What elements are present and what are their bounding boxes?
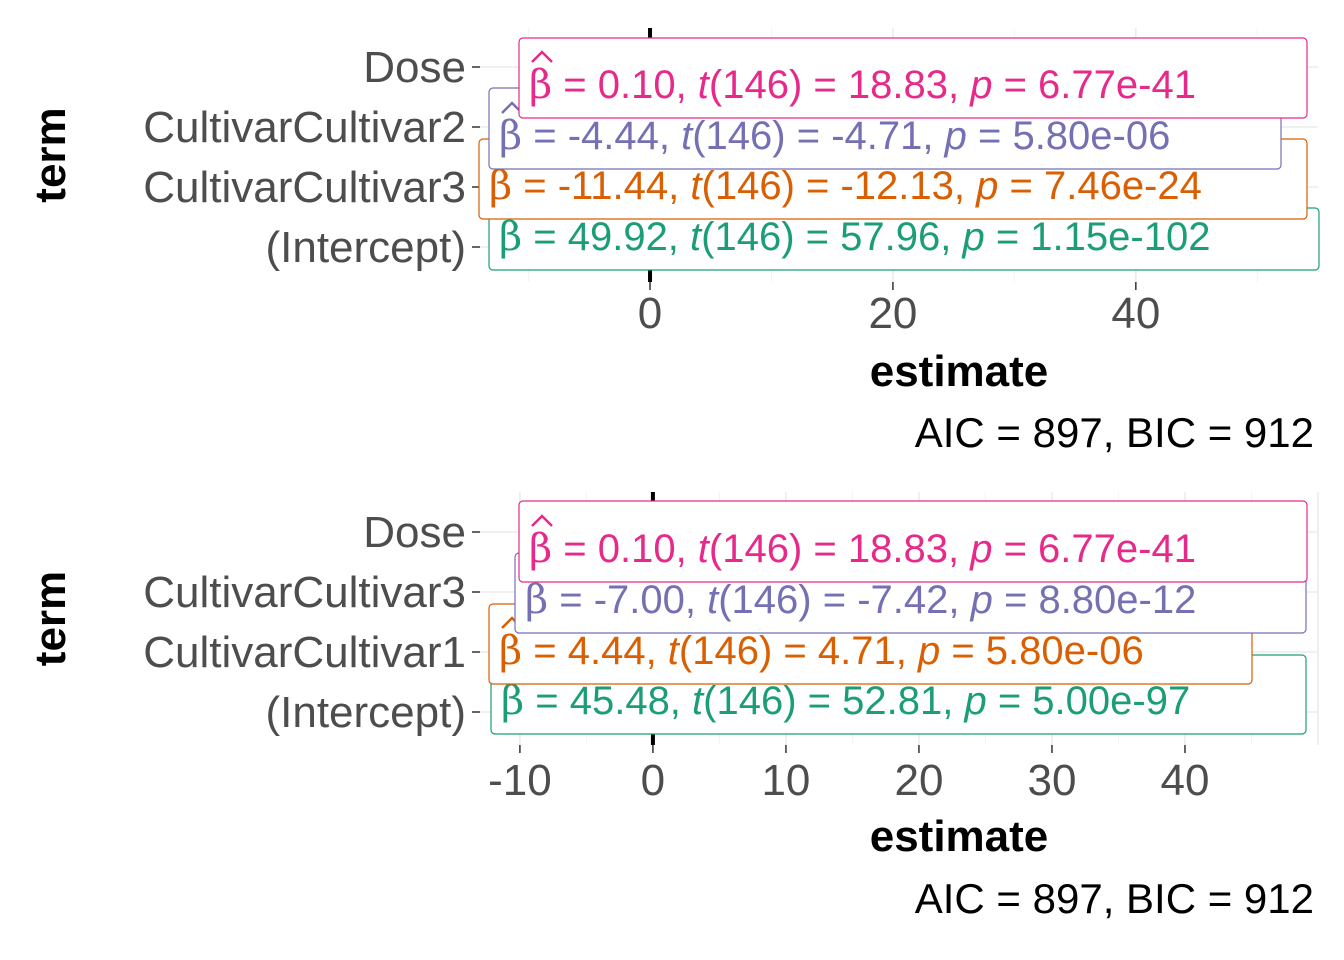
estimate-label-text: β = 0.10, t(146) = 18.83, p = 6.77e-41 — [529, 526, 1196, 572]
coef-panel-2: (Intercept) CultivarCultivar1 CultivarCult… — [26, 492, 1319, 922]
x-tick-label: 20 — [868, 289, 917, 338]
y-tick-label: CultivarCultivar3 — [143, 163, 466, 212]
y-tick-label: CultivarCultivar1 — [143, 628, 466, 677]
label-box — [518, 37, 1308, 119]
estimate-label-text: β = 45.48, t(146) = 52.81, p = 5.00e-97 — [501, 678, 1190, 724]
estimate-label-text: β = -7.00, t(146) = -7.42, p = 8.80e-12 — [525, 577, 1196, 623]
estimate-label: β = 0.10, t(146) = 18.83, p = 6.77e-41 — [518, 37, 1308, 119]
y-tick-label: (Intercept) — [265, 688, 466, 737]
estimate-label-text: β = 49.92, t(146) = 57.96, p = 1.15e-102 — [499, 214, 1210, 260]
x-tick-label: 20 — [894, 756, 943, 805]
y-tick-label: Dose — [363, 508, 466, 557]
label-box — [518, 500, 1308, 583]
estimate-label-text: β = 4.44, t(146) = 4.71, p = 5.80e-06 — [499, 628, 1144, 674]
x-tick-label: 0 — [641, 756, 665, 805]
estimate-label-text: β = -11.44, t(146) = -12.13, p = 7.46e-2… — [489, 163, 1202, 209]
beta-hat-mark — [531, 514, 553, 527]
y-tick-label: CultivarCultivar2 — [143, 103, 466, 152]
x-tick-label: 30 — [1027, 756, 1076, 805]
y-tick-label: CultivarCultivar3 — [143, 568, 466, 617]
coef-panel-1: (Intercept) CultivarCultivar3 CultivarCult… — [26, 28, 1320, 456]
y-axis-title: term — [26, 571, 75, 666]
estimate-label: β = 49.92, t(146) = 57.96, p = 1.15e-102 — [488, 202, 1320, 271]
estimate-label-text: β = 0.10, t(146) = 18.83, p = 6.77e-41 — [529, 62, 1196, 108]
estimate-label-text: β = -4.44, t(146) = -4.71, p = 5.80e-06 — [499, 113, 1170, 159]
x-tick-label: 40 — [1111, 289, 1160, 338]
estimate-label: β = 0.10, t(146) = 18.83, p = 6.77e-41 — [518, 500, 1308, 583]
beta-hat-mark — [531, 50, 553, 63]
model-fit-caption: AIC = 897, BIC = 912 — [915, 409, 1314, 456]
model-fit-caption: AIC = 897, BIC = 912 — [915, 875, 1314, 922]
y-tick-label: Dose — [363, 43, 466, 92]
y-tick-label: (Intercept) — [265, 223, 466, 272]
x-tick-label: -10 — [488, 756, 552, 805]
x-tick-label: 0 — [638, 289, 662, 338]
y-axis-title: term — [26, 107, 75, 202]
x-axis-title: estimate — [870, 812, 1049, 861]
x-tick-label: 40 — [1161, 756, 1210, 805]
x-axis-title: estimate — [870, 347, 1049, 396]
x-tick-label: 10 — [761, 756, 810, 805]
